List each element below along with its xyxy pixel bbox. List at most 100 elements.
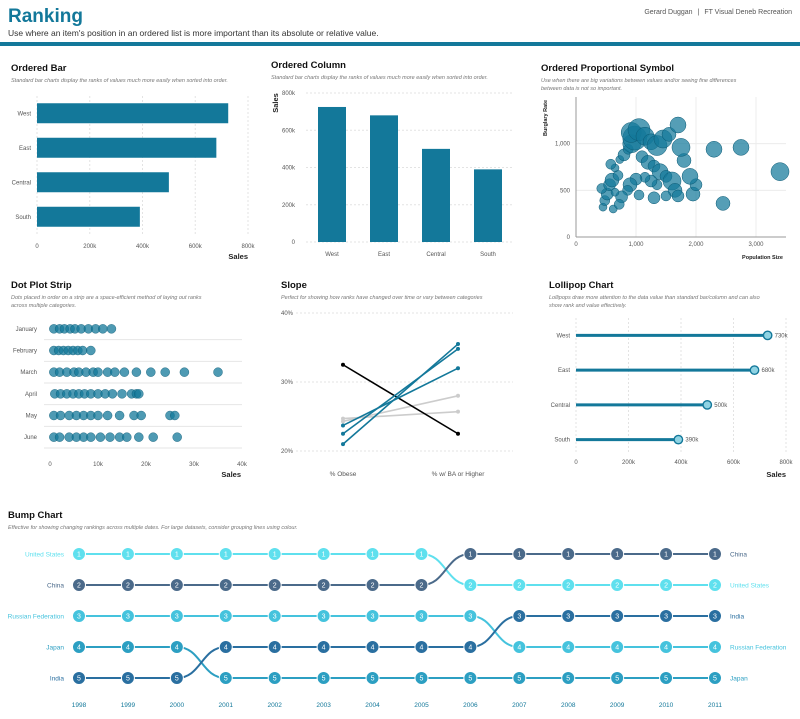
bump-series: 2 2 2 2 2 2 2 2 1 1 1 1 1 1 China China: [47, 547, 747, 592]
series-label-left: United States: [25, 552, 65, 559]
dot-point: [98, 324, 108, 334]
series-label-right: China: [730, 552, 747, 559]
y-tick-label: 400k: [282, 166, 296, 172]
proportional-symbol-chart: Ordered Proportional Symbol Use when ther…: [541, 63, 790, 261]
bump-rank-label: 3: [126, 614, 130, 621]
dot-point: [86, 432, 96, 442]
x-tick-label: Central: [426, 252, 445, 258]
credit-text: FT Visual Deneb Recreation: [704, 9, 792, 16]
bump-node: [561, 547, 576, 561]
bump-node: [267, 640, 282, 654]
slope-series: [341, 346, 460, 436]
bump-rank-label: 3: [713, 614, 717, 621]
bump-node: [316, 671, 331, 685]
bump-rank-label: 5: [615, 676, 619, 683]
bump-node: [414, 578, 429, 592]
bump-node: [512, 671, 527, 685]
dot-point: [136, 410, 146, 421]
bump-node: [708, 609, 722, 623]
bump-node: [463, 671, 478, 685]
x-tick-label: 2,000: [688, 242, 704, 248]
bump-rank-label: 3: [420, 614, 424, 621]
y-tick-label: 600k: [282, 128, 296, 134]
chart-subtitle: between data is not so important.: [541, 86, 622, 92]
bump-rank-label: 2: [126, 583, 130, 590]
x-tick-label: 10k: [93, 462, 104, 468]
x-tick-label: 0: [48, 462, 52, 468]
chart-subtitle: Lollipops draw more attention to the dat…: [549, 295, 760, 301]
bump-node: [610, 547, 625, 561]
bump-rank-label: 3: [175, 614, 179, 621]
y-tick-label: June: [24, 435, 38, 441]
bump-rank-label: 1: [713, 552, 717, 559]
bump-rank-label: 1: [664, 552, 668, 559]
bump-rank-label: 2: [517, 583, 521, 590]
bump-node: [316, 578, 331, 592]
y-tick-label: February: [13, 349, 37, 355]
bump-node: [218, 640, 233, 654]
dot-point: [93, 367, 103, 377]
bump-node: [659, 578, 674, 592]
dot-strip-chart: Dot Plot Strip Dots placed in order on a …: [11, 280, 248, 479]
dot-point: [55, 410, 66, 421]
dot-point: [77, 345, 88, 356]
x-axis-label: Population Size: [742, 255, 783, 261]
bump-rank-label: 5: [517, 676, 521, 683]
bump-rank-label: 3: [664, 614, 668, 621]
slope-series: [341, 362, 460, 436]
bump-node: [561, 671, 576, 685]
y-tick-label: Central: [12, 180, 31, 186]
bump-rank-label: 4: [566, 645, 570, 652]
slope-line: [342, 343, 459, 445]
x-tick-label: 1,000: [628, 242, 644, 248]
bump-rank-label: 3: [273, 614, 277, 621]
bump-node: [365, 547, 380, 561]
bump-node: [267, 609, 282, 623]
slope-line: [342, 348, 459, 435]
chart-subtitle: Standard bar charts display the ranks of…: [11, 78, 228, 84]
dot-point: [107, 389, 118, 399]
lollipop-head: [673, 434, 684, 445]
bubble-point: [715, 196, 731, 211]
y-tick-label: 800k: [282, 91, 296, 97]
chart-subtitle: Dots placed in order on a strip are a sp…: [11, 295, 202, 301]
bump-node: [414, 547, 429, 561]
bump-rank-label: 4: [77, 645, 81, 652]
bump-rank-label: 3: [468, 614, 472, 621]
y-tick-label: West: [556, 333, 570, 339]
x-tick-label: 2005: [414, 702, 429, 709]
x-tick-label: 200k: [622, 460, 636, 466]
chart-subtitle: Effective for showing changing rankings …: [8, 525, 298, 531]
slope-line: [342, 410, 459, 420]
dot-point: [146, 367, 156, 377]
bar: [370, 115, 398, 242]
bubble-point: [681, 168, 699, 185]
bump-rank-label: 3: [77, 614, 81, 621]
dot-point: [160, 367, 170, 377]
bump-node: [218, 547, 233, 561]
bump-rank-label: 2: [371, 583, 375, 590]
bump-rank-label: 2: [566, 583, 570, 590]
bar: [474, 169, 502, 242]
slope-start-point: [341, 416, 345, 421]
bump-node: [610, 609, 625, 623]
x-tick-label: 2006: [463, 702, 478, 709]
y-tick-label: East: [558, 368, 570, 374]
dot-point: [122, 432, 132, 442]
slope-line: [342, 367, 459, 427]
bar: [318, 106, 346, 242]
bump-rank-label: 4: [713, 645, 717, 652]
bump-series: 1 1 1 1 1 1 1 1 2 2 2 2 2 2 United States United States: [25, 547, 770, 592]
bump-node: [316, 640, 331, 654]
x-tick-label: 2011: [708, 702, 722, 709]
y-tick-label: 500: [560, 188, 571, 194]
dot-point: [105, 432, 115, 442]
chart-title: Ordered Proportional Symbol: [541, 63, 674, 74]
dot-point: [95, 432, 106, 442]
bump-rank-label: 5: [468, 676, 472, 683]
y-tick-label: April: [25, 392, 37, 398]
series-label-right: India: [730, 614, 744, 621]
bump-node: [561, 578, 576, 592]
chart-subtitle: show rank and value effectively.: [549, 303, 627, 309]
bump-node: [414, 640, 429, 654]
